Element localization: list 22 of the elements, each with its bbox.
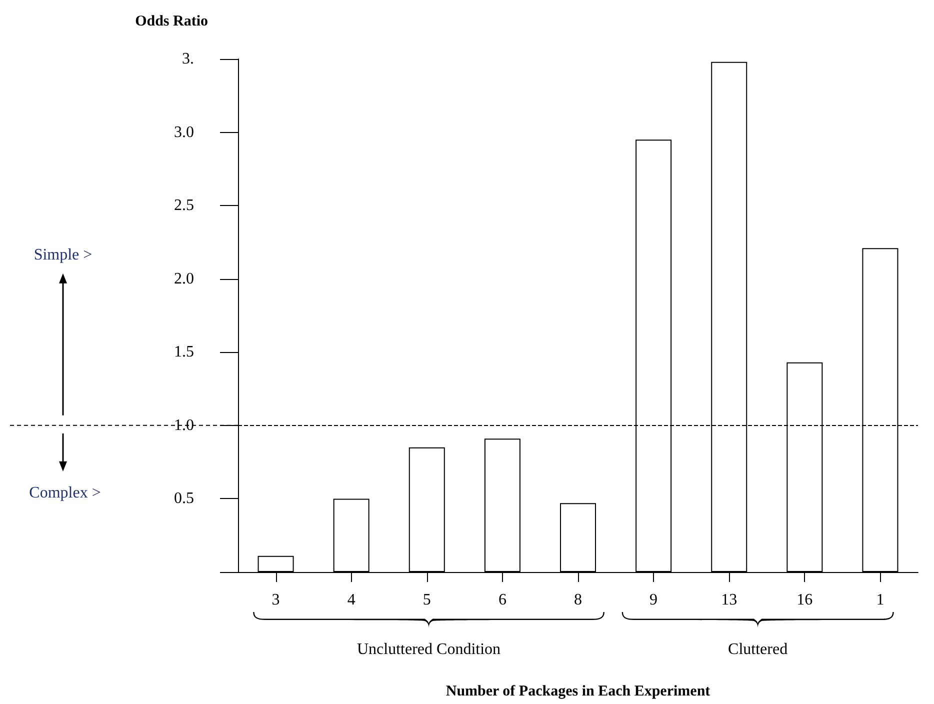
- x-tick-label: 3: [272, 592, 280, 608]
- x-axis-title: Number of Packages in Each Experiment: [446, 684, 710, 700]
- y-tick-label: 0.5: [174, 490, 194, 508]
- x-tick-label: 4: [347, 592, 356, 608]
- x-tick-label: 1: [876, 592, 884, 608]
- text: Simple >: [34, 246, 92, 264]
- x-tick-label: 9: [650, 592, 658, 608]
- x-tick-label: 8: [574, 592, 582, 608]
- y-tick-label: 2.0: [174, 270, 194, 288]
- x-tick-label: 13: [721, 592, 738, 608]
- x-tick-label: 5: [422, 592, 431, 608]
- text: Cluttered: [728, 641, 788, 658]
- y-tick-label: 1.0: [174, 416, 194, 434]
- y-tick-label: 3.0: [174, 124, 194, 141]
- x-tick-label: 16: [796, 592, 813, 608]
- text: Uncluttered Condition: [357, 641, 501, 658]
- y-axis-title: Odds Ratio: [135, 14, 208, 30]
- y-tick-label: 3.: [182, 50, 194, 68]
- text: Complex >: [29, 484, 101, 502]
- x-tick-label: 6: [498, 592, 506, 608]
- y-tick-label: 1.5: [174, 344, 194, 361]
- y-tick-label: 2.5: [174, 197, 194, 214]
